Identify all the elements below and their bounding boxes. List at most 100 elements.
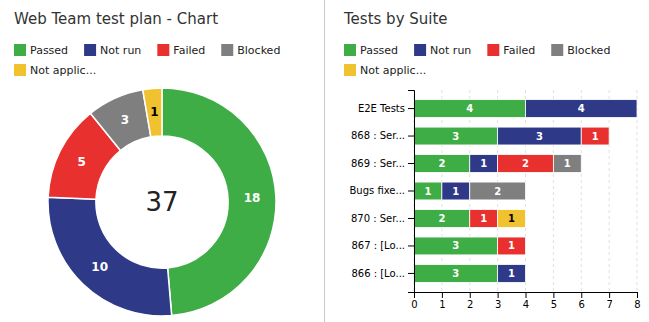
bar [414, 265, 498, 283]
bar [609, 127, 610, 145]
legend-label: Blocked [567, 44, 610, 57]
legend-label: Failed [173, 44, 205, 57]
legend-item: Not run [414, 44, 471, 57]
bar [525, 237, 526, 255]
tick-label: 869 : Ser... [351, 158, 405, 169]
legend-swatch [344, 64, 356, 76]
tick: 7 [606, 292, 612, 310]
tick: 6 [579, 292, 585, 310]
data-label: 2 [494, 186, 501, 197]
bar [414, 155, 470, 173]
bar [581, 127, 609, 145]
data-labels: 4321233431111211121 [424, 103, 598, 279]
divider [324, 0, 325, 322]
chart-canvas: Web Team test plan - Chart Passed Not run F… [0, 0, 649, 322]
bar [498, 265, 526, 283]
tick-label: 0 [411, 299, 417, 310]
legend-label: Passed [30, 44, 68, 57]
legend-swatch [551, 44, 563, 56]
legend-swatch [487, 44, 499, 56]
data-label: 1 [508, 268, 515, 279]
bar [553, 155, 581, 173]
legend-item: Not run [84, 44, 141, 57]
grid-line [637, 90, 638, 292]
tick: 869 : Ser... [351, 158, 414, 169]
data-label: 10 [91, 260, 108, 274]
tick: 1 [439, 292, 445, 310]
tick: 868 : Ser... [351, 130, 414, 141]
tick: 4 [523, 292, 529, 310]
tick-mark [408, 108, 414, 109]
y-axis: E2E Tests 868 : Ser... 869 : Ser... Bugs fi… [349, 91, 414, 293]
tick-mark [553, 292, 554, 298]
grid-line [553, 90, 554, 292]
tick-label: E2E Tests [358, 103, 405, 114]
tick: 8 [634, 292, 640, 310]
legend-label: Not run [100, 44, 141, 57]
legend-item: Not applic... [14, 64, 96, 77]
tick-label: 3 [495, 299, 501, 310]
tick: 2 [467, 292, 473, 310]
tick-mark [408, 218, 414, 219]
tick: 3 [495, 292, 501, 310]
grid [414, 90, 637, 292]
grid-line [609, 90, 610, 292]
bar [414, 210, 470, 228]
title: Web Team test plan - Chart [14, 10, 218, 28]
tick-mark [470, 292, 471, 298]
tick: 0 [411, 292, 417, 310]
tick: Bugs fixe... [349, 185, 414, 196]
tick-mark [408, 136, 414, 137]
data-label: 1 [452, 186, 459, 197]
bar [581, 155, 582, 173]
tick-mark [609, 292, 610, 298]
legend-label: Blocked [237, 44, 280, 57]
tick-mark [637, 292, 638, 298]
bars [414, 100, 637, 283]
data-label: 1 [564, 158, 571, 169]
data-label: 3 [121, 113, 129, 127]
tick-mark [498, 292, 499, 298]
data-label: 4 [466, 103, 473, 114]
data-label: 1 [424, 186, 431, 197]
legend-item: Passed [344, 44, 398, 57]
title: Tests by Suite [343, 10, 448, 28]
data-label: 18 [244, 191, 261, 205]
legend: Passed Not run Failed Blocked Not applic... [14, 44, 280, 77]
data-label: 1 [508, 240, 515, 251]
tick-label: 868 : Ser... [351, 130, 405, 141]
data-label: 2 [438, 213, 445, 224]
legend-swatch [157, 44, 169, 56]
slice [143, 88, 162, 137]
tick-label: 2 [467, 299, 473, 310]
tick-mark [408, 245, 414, 246]
bar [637, 100, 638, 118]
x-axis: 012345678 [411, 292, 640, 310]
tick-mark [408, 191, 414, 192]
bar [525, 265, 526, 283]
slice [162, 88, 276, 316]
bar [637, 100, 638, 118]
tick: 866 : [Lo... [351, 268, 414, 279]
legend-swatch [84, 44, 96, 56]
tick-mark [526, 292, 527, 298]
axis-line [415, 293, 638, 299]
bar [525, 182, 526, 200]
legend-item: Not applic... [344, 64, 426, 77]
tick-label: 870 : Ser... [351, 213, 405, 224]
data-label: 1 [150, 105, 158, 119]
tick-mark [581, 292, 582, 298]
tick-label: Bugs fixe... [349, 185, 405, 196]
tick: 870 : Ser... [351, 213, 414, 224]
bar [414, 237, 498, 255]
data-label: 3 [452, 240, 459, 251]
legend-swatch [14, 44, 26, 56]
data-label: 3 [452, 268, 459, 279]
legend-label: Not applic... [360, 64, 426, 77]
bar [470, 182, 526, 200]
bar [525, 265, 526, 283]
tick-label: 7 [606, 299, 612, 310]
legend-label: Passed [360, 44, 398, 57]
tick: 867 : [Lo... [351, 240, 414, 251]
legend-item: Passed [14, 44, 68, 57]
